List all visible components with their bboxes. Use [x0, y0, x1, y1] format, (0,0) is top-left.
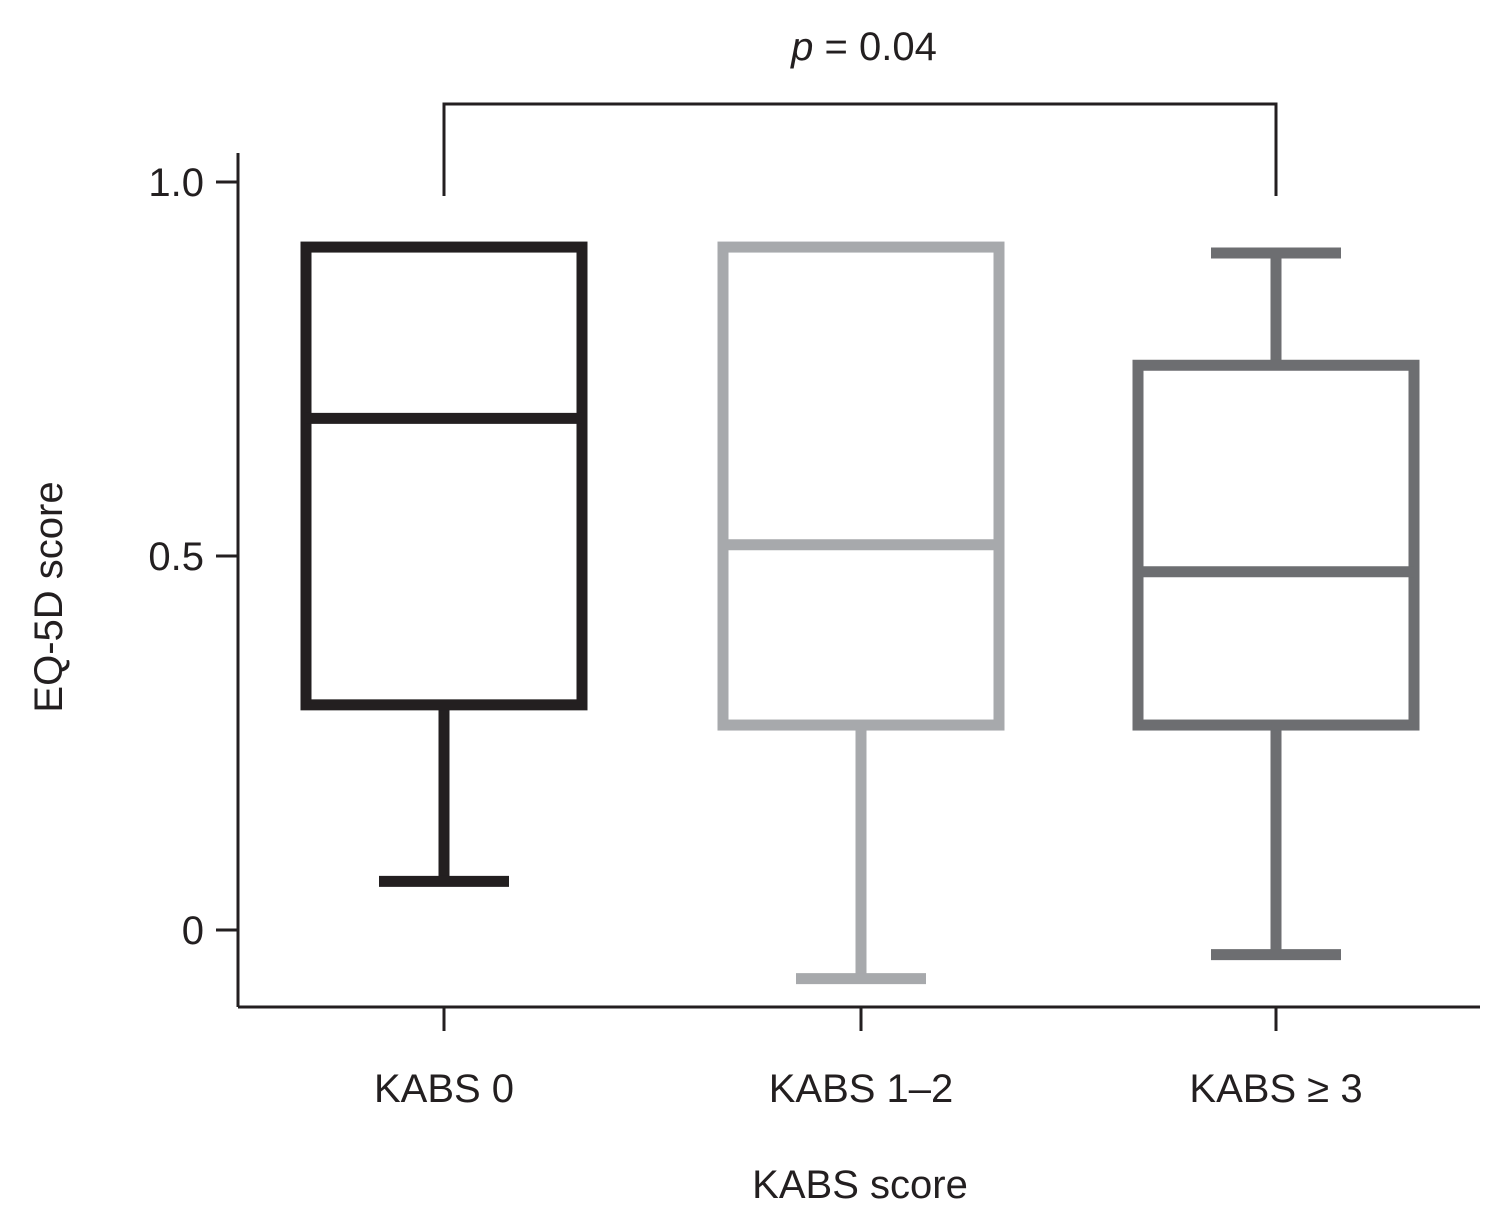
y-ticks: 0 0.5 1.0 — [148, 161, 238, 953]
x-axis-title: KABS score — [752, 1163, 968, 1207]
x-tick-label-1: KABS 1–2 — [769, 1067, 954, 1111]
y-tick-label-1: 0.5 — [148, 535, 204, 579]
p-value-label: p = 0.04 — [790, 25, 937, 69]
bracket-line — [442, 102, 1278, 196]
y-axis-title: EQ-5D score — [27, 481, 71, 712]
box-group-2 — [1132, 247, 1420, 961]
x-ticks: KABS 0 KABS 1–2 KABS ≥ 3 — [374, 1007, 1363, 1111]
box-group-0 — [300, 241, 588, 887]
box-2 — [1132, 359, 1420, 731]
p-value-symbol: p — [790, 25, 813, 69]
y-tick-label-0: 0 — [182, 909, 204, 953]
p-value-text: = 0.04 — [813, 25, 936, 69]
x-tick-label-0: KABS 0 — [374, 1067, 514, 1111]
box-1 — [717, 241, 1005, 731]
boxes — [300, 241, 1420, 985]
significance-bracket: p = 0.04 — [442, 25, 1278, 196]
y-tick-label-2: 1.0 — [148, 161, 204, 205]
box-group-1 — [717, 241, 1005, 985]
box-0 — [300, 241, 588, 711]
x-tick-label-2: KABS ≥ 3 — [1189, 1067, 1362, 1111]
